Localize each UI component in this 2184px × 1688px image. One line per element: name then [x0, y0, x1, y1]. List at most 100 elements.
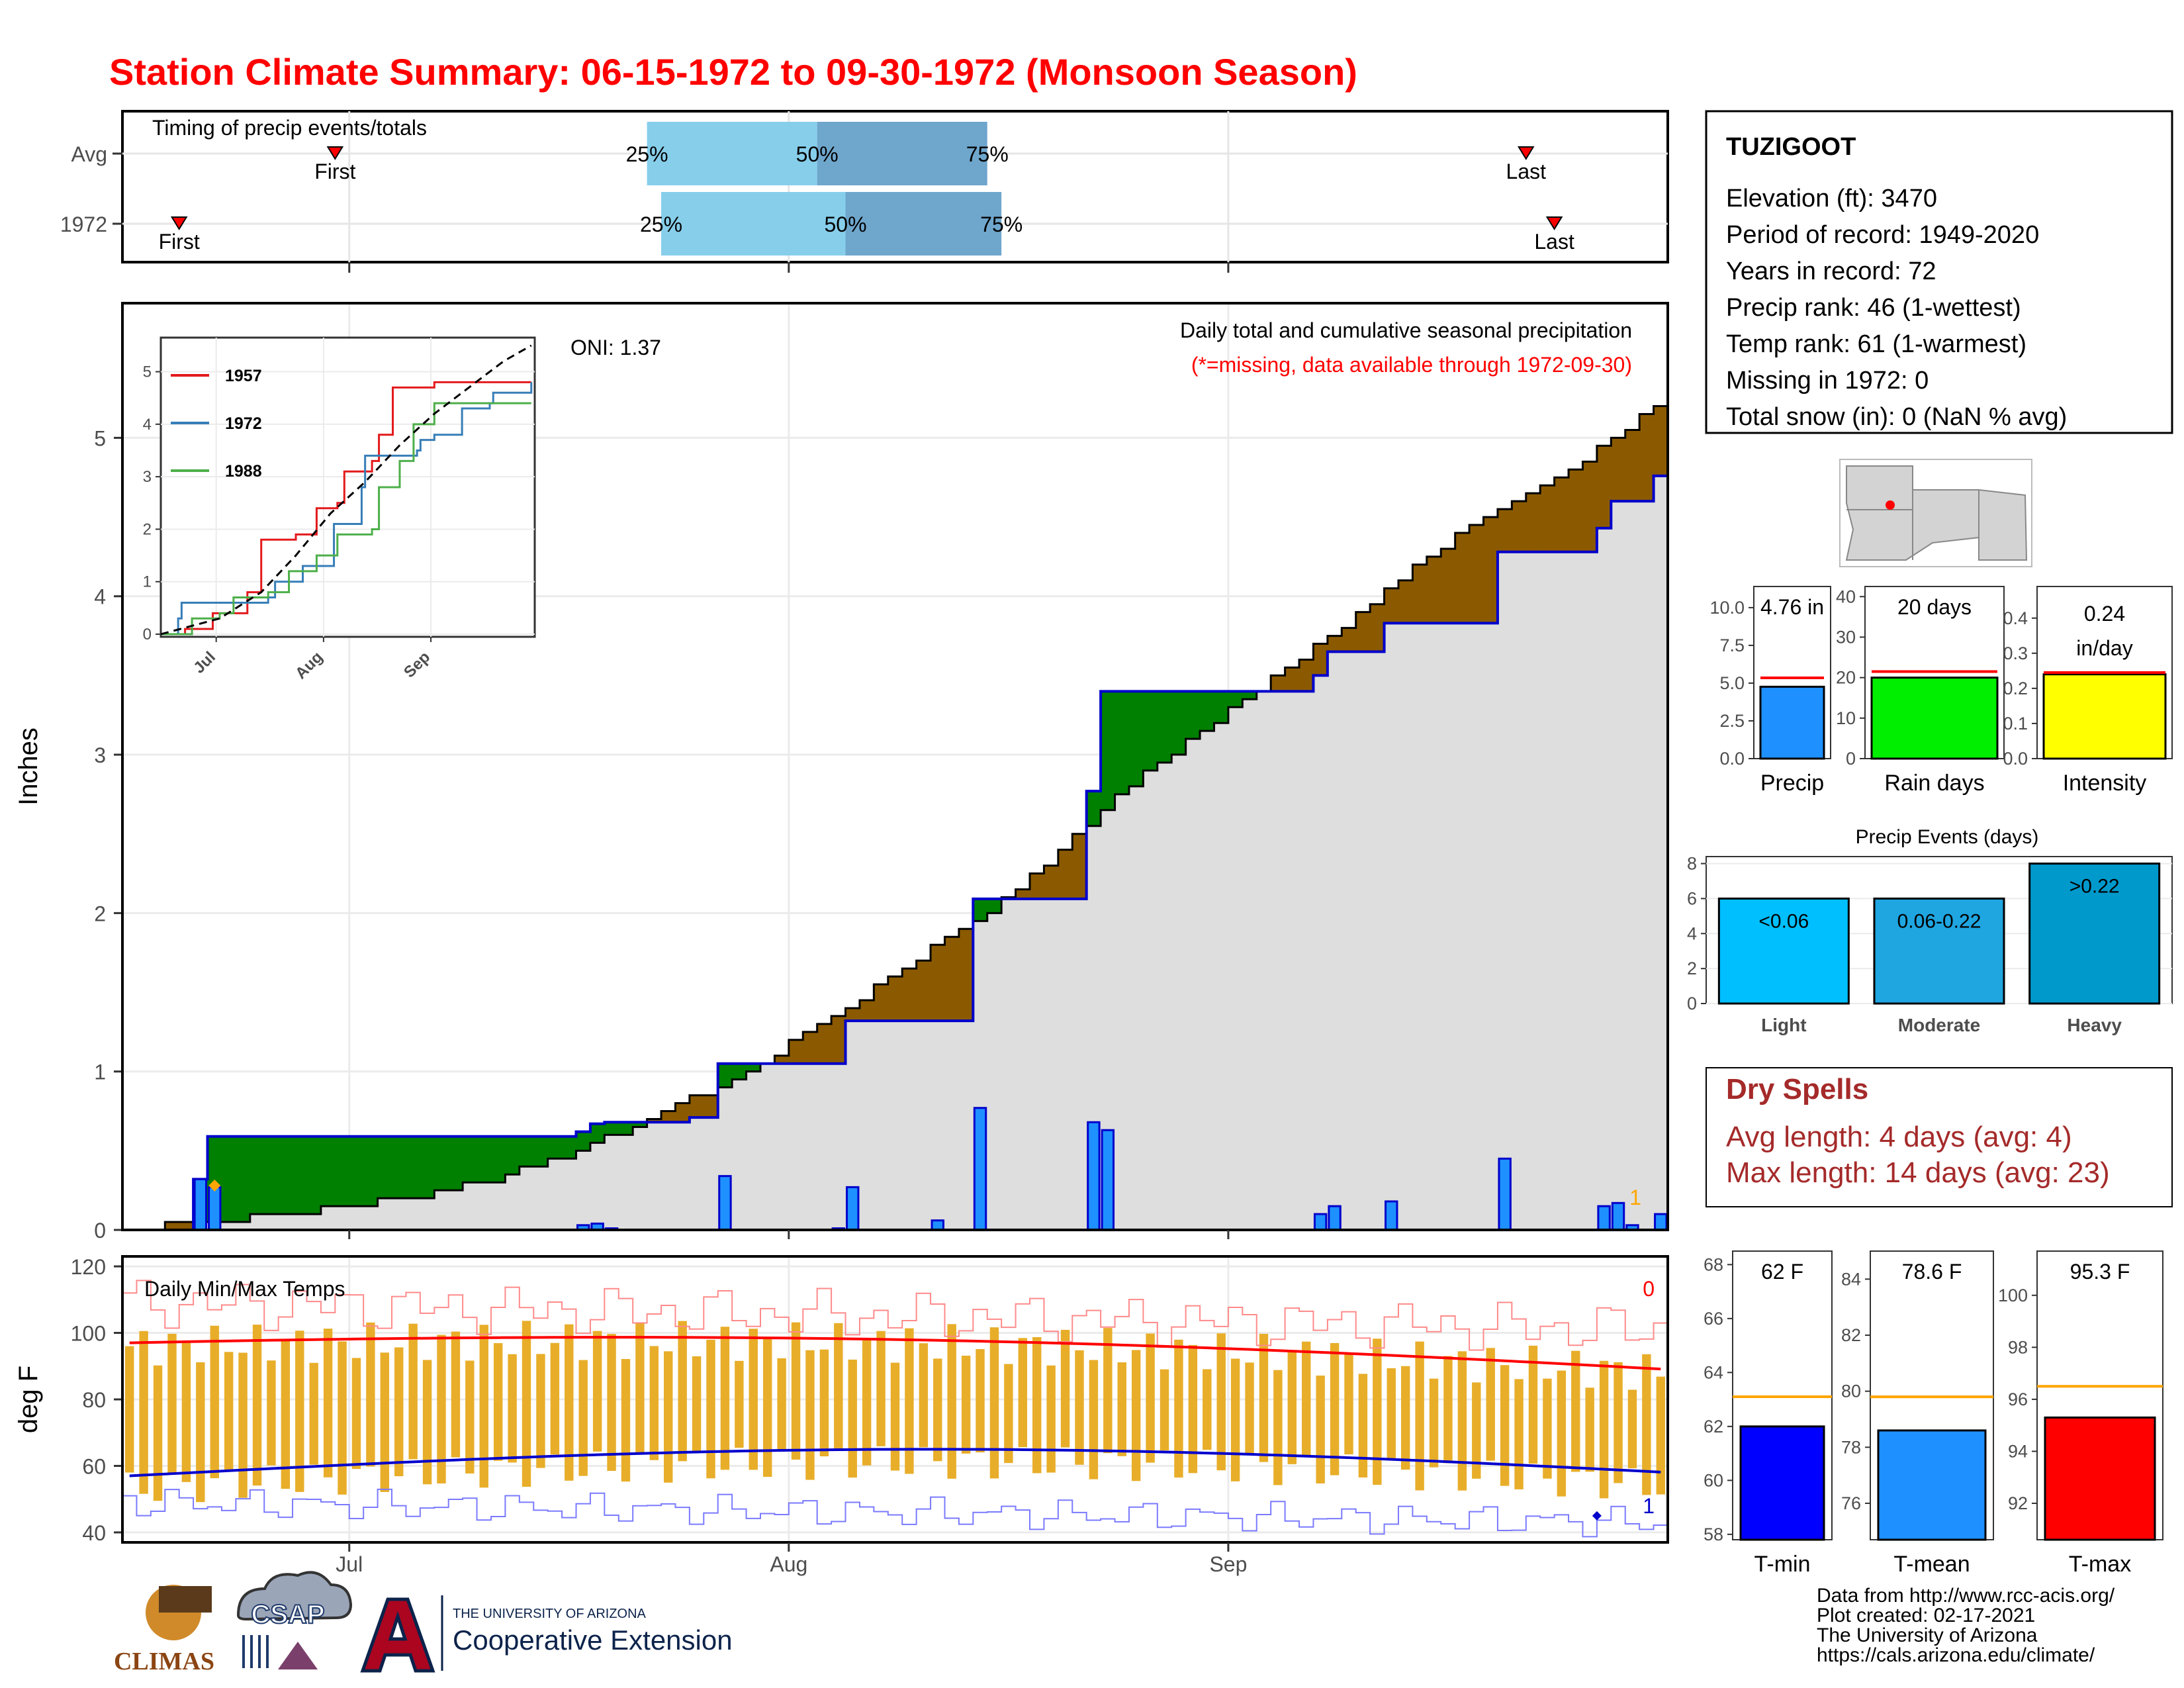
average-cumulative-line	[122, 405, 1668, 1231]
surplus-area	[590, 1123, 605, 1143]
timing-q25-label: 25%	[626, 142, 668, 166]
daily-temp-range-bar	[550, 1342, 560, 1455]
daily-temp-range-bar	[1245, 1362, 1254, 1455]
avg-tmin-line	[129, 1448, 1661, 1477]
daily-temp-range-bar	[252, 1325, 262, 1486]
surplus-area	[1200, 691, 1215, 731]
daily-temp-range-bar	[1642, 1354, 1651, 1495]
surplus-area	[1128, 691, 1144, 786]
precip-caption-missing: (*=missing, data available through 1972-…	[1191, 353, 1632, 377]
events-ytick-label: 0	[1687, 994, 1697, 1013]
summary-ytick-label: 0.1	[2003, 714, 2028, 733]
deficit-area	[1483, 517, 1498, 624]
summary-ytick-label: 10	[1836, 708, 1856, 728]
daily-temp-range-bar	[181, 1340, 191, 1482]
daily-temp-range-bar	[267, 1360, 276, 1466]
surplus-area	[604, 1122, 619, 1135]
deficit-area	[1625, 430, 1640, 502]
surplus-area	[490, 1136, 506, 1183]
deficit-area	[1044, 865, 1059, 899]
summary-ytick-label: 0.3	[2003, 643, 2028, 663]
daily-temp-range-bar	[281, 1340, 291, 1489]
temp-summary-ytick-label: 62	[1704, 1417, 1723, 1436]
inset-legend-label: 1988	[225, 462, 262, 481]
summary-ytick-label: 0	[1846, 749, 1856, 769]
dry-spells-title: Dry Spells	[1726, 1073, 1868, 1105]
surplus-area	[576, 1131, 591, 1151]
summary-ytick-label: 0.2	[2003, 679, 2028, 698]
timing-q25-q50-bar	[647, 122, 817, 185]
last-event-marker	[1517, 146, 1535, 160]
temp-summary-ytick-label: 78	[1841, 1437, 1861, 1457]
deficit-area	[1355, 612, 1371, 652]
summary-ytick-label: 0.4	[2003, 608, 2028, 628]
daily-precip-bar	[1313, 1213, 1328, 1231]
daily-precip-bar	[1611, 1201, 1625, 1231]
deficit-area	[647, 1119, 662, 1123]
temp-summary-ytick-label: 80	[1841, 1382, 1861, 1401]
daily-temp-range-bar	[961, 1355, 971, 1454]
inset-ytick-label: 0	[143, 626, 152, 643]
daily-temp-range-bar	[1472, 1382, 1481, 1479]
temp-summary-ytick-label: 66	[1704, 1309, 1723, 1329]
daily-temp-range-bar	[1259, 1333, 1269, 1462]
daily-temp-range-bar	[1543, 1378, 1552, 1479]
record-low-line	[122, 1488, 1668, 1538]
surplus-area	[477, 1136, 492, 1183]
first-event-label: First	[314, 160, 355, 183]
surplus-area	[349, 1136, 364, 1207]
timing-q50-label: 50%	[824, 212, 866, 236]
daily-temp-range-bar	[1103, 1328, 1113, 1454]
station-line: Total snow (in): 0 (NaN % avg)	[1726, 403, 2067, 431]
temp-summary-label: T-min	[1754, 1552, 1811, 1577]
temp-plot-area: 40 60 80 100 120	[71, 1255, 1668, 1545]
events-category-label: Light	[1761, 1015, 1806, 1035]
daily-precip-bar	[973, 1107, 987, 1231]
deficit-area	[1285, 667, 1300, 692]
deficit-area	[859, 1000, 874, 1021]
daily-temp-range-bar	[1203, 1369, 1212, 1450]
daily-temp-range-bar	[479, 1325, 488, 1488]
surplus-area	[519, 1136, 534, 1167]
precip-ytick-label: 1	[94, 1060, 106, 1084]
climas-logo: CLIMAS	[114, 1585, 214, 1675]
surplus-area	[562, 1136, 577, 1159]
summary-value-label: 4.76 in	[1760, 595, 1824, 619]
daily-precip-bar	[718, 1175, 732, 1231]
daily-temp-range-bar	[153, 1365, 163, 1501]
x-tick-label: Sep	[1209, 1552, 1247, 1576]
surplus-area	[1143, 691, 1158, 771]
daily-temp-range-bar	[1614, 1362, 1623, 1483]
daily-temp-range-bar	[720, 1327, 730, 1470]
precip-panel-frame	[121, 302, 1669, 1231]
csap-logo: CSAP	[236, 1571, 353, 1669]
daily-temp-range-bar	[1500, 1365, 1510, 1486]
surplus-area	[448, 1136, 463, 1191]
daily-temp-range-bar	[749, 1329, 758, 1470]
footer-line: Plot created: 02-17-2021	[1817, 1605, 2035, 1626]
daily-precip-bar	[1597, 1205, 1611, 1231]
deficit-area	[165, 1222, 180, 1230]
precip-events-chart: Precip Events (days) 0 2 4 6 8 <0.06 Light 0.06…	[1687, 826, 2173, 1035]
ua-logo: THE UNIVERSITY OF ARIZONA Cooperative Ex…	[360, 1595, 733, 1673]
temp-summary-label: T-max	[2069, 1552, 2131, 1577]
season-summary-bars: 0.0 2.5 5.0 7.5 10.0 4.76 in Precip 0 10 20 30 40 20…	[1709, 586, 2173, 796]
daily-temp-range-bar	[664, 1351, 673, 1483]
precip-ytick-label: 3	[94, 743, 106, 767]
timing-q25-q50-bar	[661, 192, 846, 256]
daily-temp-range-bar	[1443, 1356, 1453, 1464]
summary-bar-label: Intensity	[2063, 771, 2147, 796]
timing-panel-title: Timing of precip events/totals	[152, 116, 427, 140]
daily-temp-range-bar	[933, 1358, 942, 1462]
daily-temp-range-bar	[380, 1352, 390, 1492]
daily-precip-bar	[931, 1219, 944, 1231]
daily-temp-range-bar	[1131, 1350, 1141, 1481]
events-bar	[2028, 863, 2161, 1005]
station-info-frame	[1705, 110, 2173, 434]
daily-temp-range-bar	[905, 1328, 914, 1474]
temp-summary-value-label: 62 F	[1761, 1260, 1803, 1284]
daily-temp-range-bar	[1273, 1370, 1283, 1485]
surplus-area	[1171, 691, 1187, 755]
precip-plot-area: 0 1 2 3 4 5	[94, 303, 1668, 1243]
